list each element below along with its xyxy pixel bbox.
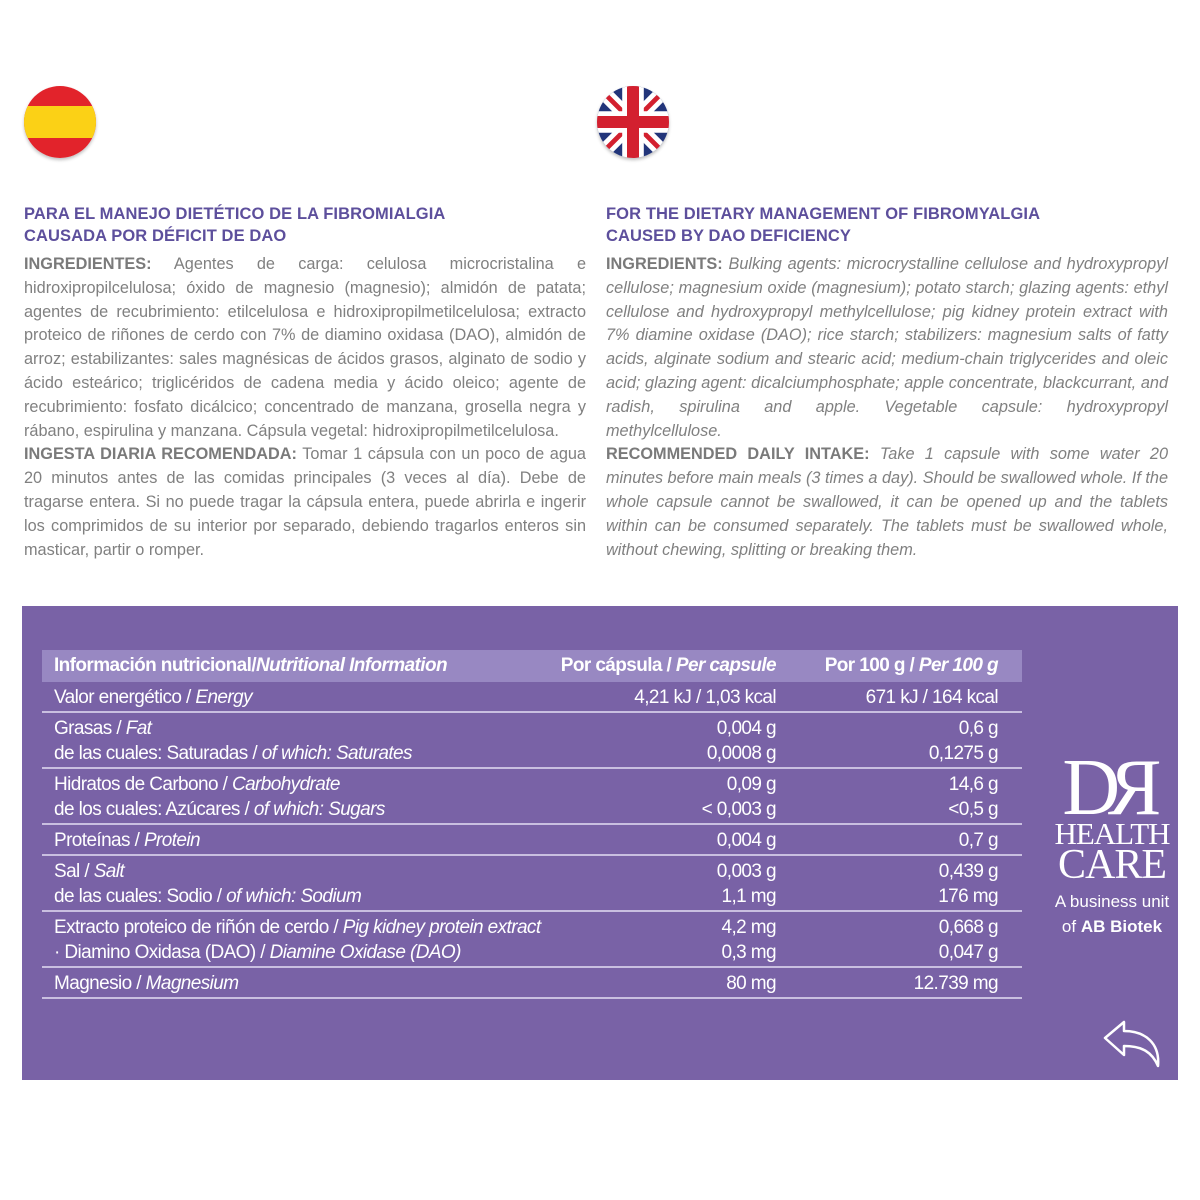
table-row: Extracto proteico de riñón de cerdo / Pi… (42, 915, 1022, 940)
nutrient-group: Valor energético / Energy 4,21 kJ / 1,03… (42, 682, 1022, 713)
table-header: Información nutricional/Nutritional Info… (42, 650, 1022, 682)
per-100g-value: 0,668 g (938, 916, 999, 938)
per-capsule-value: 0,0008 g (706, 742, 777, 764)
per-100g-value: 671 kJ / 164 kcal (865, 686, 999, 708)
per-100g-value: 0,6 g (958, 717, 999, 739)
english-title: FOR THE DIETARY MANAGEMENT OF FIBROMYALG… (606, 205, 1041, 245)
per-capsule-value: 4,2 mg (721, 916, 777, 938)
nutrient-name: Valor energético / Energy (54, 686, 253, 708)
table-row: Valor energético / Energy 4,21 kJ / 1,03… (42, 685, 1022, 710)
english-text-column: FOR THE DIETARY MANAGEMENT OF FIBROMYALG… (606, 203, 1168, 562)
nutrient-name: de los cuales: Azúcares / of which: Suga… (54, 798, 385, 820)
per-100g-value: 0,439 g (938, 860, 999, 882)
table-row: Hidratos de Carbono / Carbohydrate 0,09 … (42, 772, 1022, 797)
table-row: Proteínas / Protein 0,004 g 0,7 g (42, 828, 1022, 853)
nutrition-table: Información nutricional/Nutritional Info… (42, 650, 1022, 999)
per-capsule-value: 0,09 g (726, 773, 777, 795)
per-capsule-value: < 0,003 g (701, 798, 777, 820)
spanish-intake: INGESTA DIARIA RECOMENDADA: Tomar 1 cáps… (24, 445, 586, 559)
per-capsule-value: 4,21 kJ / 1,03 kcal (634, 686, 776, 708)
spanish-ingredients: INGREDIENTES: Agentes de carga: celulosa… (24, 255, 586, 440)
nutrient-group: Sal / Salt 0,003 g 0,439 g de las cuales:… (42, 856, 1022, 912)
nutrient-group: Extracto proteico de riñón de cerdo / Pi… (42, 912, 1022, 968)
per-100g-value: 176 mg (938, 885, 998, 907)
header-per-capsule: Por cápsula / Per capsule (560, 655, 777, 676)
english-intake: RECOMMENDED DAILY INTAKE: Take 1 capsule… (606, 445, 1169, 559)
nutrient-group: Proteínas / Protein 0,004 g 0,7 g (42, 825, 1022, 856)
nutrient-group: Grasas / Fat 0,004 g 0,6 g de las cuales:… (42, 713, 1022, 769)
table-row: · Diamino Oxidasa (DAO) / Diamine Oxidas… (42, 940, 1022, 965)
header-nutritional-info: Información nutricional/Nutritional Info… (54, 655, 448, 676)
nutrient-name: · Diamino Oxidasa (DAO) / Diamine Oxidas… (54, 941, 461, 963)
nutrient-name: Magnesio / Magnesium (54, 972, 239, 994)
english-ingredients: INGREDIENTS: Bulking agents: microcrysta… (606, 255, 1168, 440)
dr-healthcare-logo: DR HEALTH CARE A business unit of AB Bio… (1037, 744, 1187, 939)
nutrient-name: de las cuales: Saturadas / of which: Sat… (54, 742, 413, 764)
per-100g-value: <0,5 g (948, 798, 998, 820)
nutrition-panel: Información nutricional/Nutritional Info… (22, 606, 1178, 1080)
table-row: de las cuales: Sodio / of which: Sodium … (42, 884, 1022, 909)
table-row: de las cuales: Saturadas / of which: Sat… (42, 741, 1022, 766)
per-100g-value: 0,1275 g (928, 742, 999, 764)
table-row: de los cuales: Azúcares / of which: Suga… (42, 797, 1022, 822)
nutrient-group: Magnesio / Magnesium 80 mg 12.739 mg (42, 968, 1022, 999)
table-row: Grasas / Fat 0,004 g 0,6 g (42, 716, 1022, 741)
nutrient-name: Grasas / Fat (54, 717, 152, 739)
header-per-100g: Por 100 g / Per 100 g (824, 655, 999, 676)
nutrient-name: Proteínas / Protein (54, 829, 201, 851)
company-text: of AB Biotek (1061, 917, 1163, 936)
per-100g-value: 14,6 g (948, 773, 999, 795)
nutrient-name: Extracto proteico de riñón de cerdo / Pi… (54, 916, 541, 938)
nutrient-name: Hidratos de Carbono / Carbohydrate (54, 773, 341, 795)
per-capsule-value: 1,1 mg (721, 885, 777, 907)
spain-flag-icon (24, 86, 96, 158)
nutrient-name: Sal / Salt (54, 860, 125, 882)
per-capsule-value: 0,004 g (716, 717, 777, 739)
nutrient-name: de las cuales: Sodio / of which: Sodium (54, 885, 362, 907)
spanish-text-column: PARA EL MANEJO DIETÉTICO DE LA FIBROMIAL… (24, 203, 586, 562)
nutrient-group: Hidratos de Carbono / Carbohydrate 0,09 … (42, 769, 1022, 825)
business-unit-text: A business unit (1054, 892, 1170, 911)
per-capsule-value: 80 mg (726, 972, 776, 994)
uk-flag-icon (597, 86, 669, 158)
per-100g-value: 0,047 g (938, 941, 999, 963)
per-capsule-value: 0,004 g (716, 829, 777, 851)
table-row: Sal / Salt 0,003 g 0,439 g (42, 859, 1022, 884)
spanish-title: PARA EL MANEJO DIETÉTICO DE LA FIBROMIAL… (24, 205, 446, 245)
table-row: Magnesio / Magnesium 80 mg 12.739 mg (42, 971, 1022, 996)
per-100g-value: 0,7 g (958, 829, 999, 851)
per-capsule-value: 0,003 g (716, 860, 777, 882)
per-capsule-value: 0,3 mg (721, 941, 777, 963)
back-arrow-icon[interactable] (1102, 1016, 1164, 1073)
per-100g-value: 12.739 mg (913, 972, 999, 994)
